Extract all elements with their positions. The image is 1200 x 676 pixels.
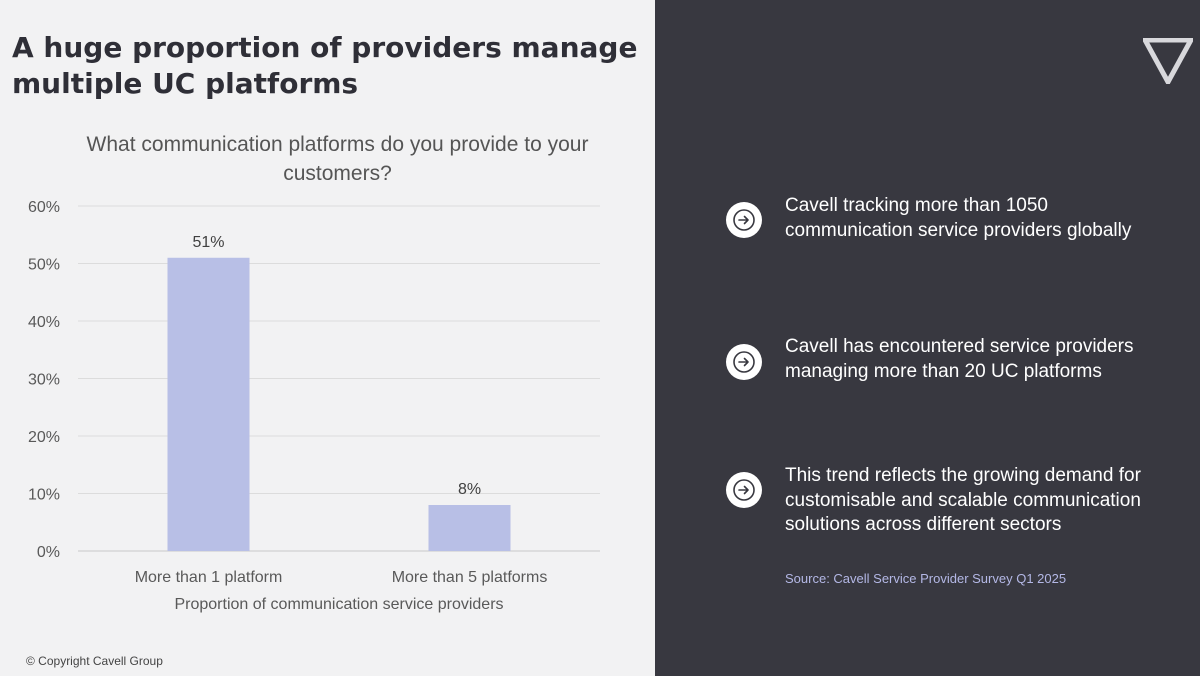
slide-title: A huge proportion of providers manage mu…: [12, 31, 638, 100]
y-tick-label: 30%: [28, 372, 60, 389]
y-tick-label: 50%: [28, 257, 60, 274]
arrow-right-circle-icon: [726, 472, 762, 508]
source-note: Source: Cavell Service Provider Survey Q…: [785, 571, 1067, 586]
bar: [167, 257, 250, 551]
y-tick-label: 0%: [37, 544, 60, 561]
copyright-text: © Copyright Cavell Group: [26, 654, 163, 668]
inverted-triangle-logo-icon: [1143, 38, 1193, 84]
arrow-right-circle-icon: [726, 202, 762, 238]
bar: [428, 505, 511, 551]
y-tick-label: 20%: [28, 429, 60, 446]
data-label: 8%: [458, 481, 481, 498]
bar-chart: 0% 10% 20% 30% 40% 50% 60% 51% More than 1 platf…: [28, 199, 600, 613]
arrow-right-circle-icon: [726, 344, 762, 380]
y-tick-label: 10%: [28, 487, 60, 504]
data-label: 51%: [192, 234, 224, 251]
insights-panel: [655, 0, 1200, 676]
x-tick-label: More than 5 platforms: [392, 569, 548, 586]
insight-text: Cavell has encountered service providers…: [785, 336, 1134, 382]
insight-text: Cavell tracking more than 1050 communica…: [785, 195, 1132, 241]
y-tick-label: 40%: [28, 314, 60, 331]
chart-title: What communication platforms do you prov…: [86, 133, 589, 185]
y-tick-label: 60%: [28, 199, 60, 216]
chart-panel: [0, 0, 655, 676]
x-tick-label: More than 1 platform: [135, 569, 283, 586]
x-axis-label: Proportion of communication service prov…: [174, 596, 503, 613]
insight-text: This trend reflects the growing demand f…: [785, 465, 1141, 535]
